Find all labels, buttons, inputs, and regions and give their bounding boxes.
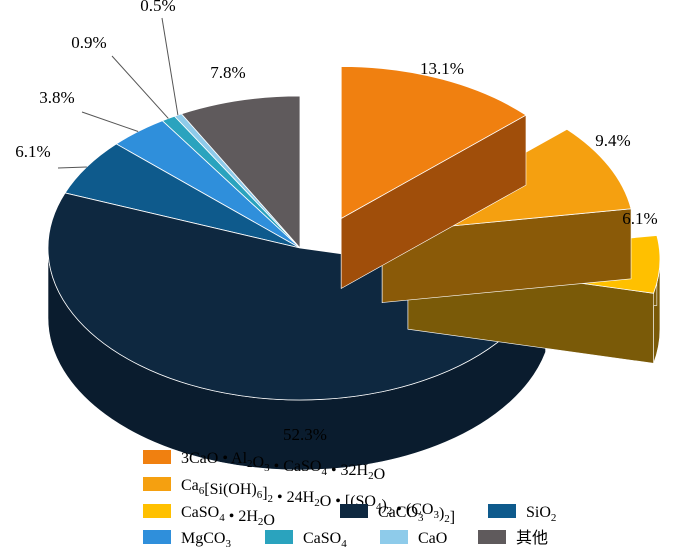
legend-item: MgCO3 — [143, 530, 231, 550]
leader-line — [161, 17, 179, 116]
percent-label: 9.4% — [595, 131, 630, 150]
pie-slice — [180, 95, 301, 250]
legend-item: SiO2 — [488, 504, 556, 524]
legend-label: CaO — [418, 530, 447, 547]
leader-line — [57, 166, 87, 169]
legend: 3CaO • Al2O3 • CaSO4 • 32H2OCa6[Si(OH)6]… — [143, 450, 556, 550]
legend-swatch — [488, 504, 516, 518]
leader-line — [81, 111, 139, 132]
legend-item: CaO — [380, 530, 447, 547]
legend-item: 其他 — [478, 529, 548, 547]
legend-swatch — [143, 477, 171, 491]
legend-label: CaSO4 — [303, 530, 347, 550]
legend-swatch — [143, 450, 171, 464]
leader-lines — [57, 17, 179, 169]
legend-label: 3CaO • Al2O3 • CaSO4 • 32H2O — [181, 450, 385, 483]
legend-item: CaSO4 — [265, 530, 347, 550]
legend-label: 其他 — [516, 529, 548, 547]
legend-label: CaSO4 • 2H2O — [181, 504, 275, 529]
legend-swatch — [143, 530, 171, 544]
percent-label: 6.1% — [15, 142, 50, 161]
pie-slice — [340, 66, 527, 289]
percent-label: 7.8% — [210, 63, 245, 82]
legend-swatch — [340, 504, 368, 518]
legend-swatch — [265, 530, 293, 544]
legend-swatch — [478, 530, 506, 544]
pie-slices — [47, 66, 661, 471]
legend-label: MgCO3 — [181, 530, 231, 550]
legend-item: 3CaO • Al2O3 • CaSO4 • 32H2O — [143, 450, 385, 483]
legend-swatch — [143, 504, 171, 518]
percent-label: 13.1% — [420, 59, 464, 78]
legend-swatch — [380, 530, 408, 544]
percent-labels: 13.1% 9.4% 6.1% 52.3% 6.1% 3.8% 0.9% 0.5% 7.8% — [15, 0, 657, 444]
leader-line — [111, 55, 169, 119]
pie-slice — [47, 192, 547, 471]
percent-label: 6.1% — [622, 209, 657, 228]
percent-label: 0.9% — [71, 33, 106, 52]
percent-label: 52.3% — [283, 425, 327, 444]
legend-item: CaCO3 — [340, 504, 424, 524]
legend-item: CaSO4 • 2H2O — [143, 504, 275, 529]
legend-item: Ca6[Si(OH)6]2 • 24H2O • [(SO4)2 • (CO3)2… — [143, 477, 455, 526]
legend-label: CaCO3 — [378, 504, 424, 524]
legend-label: SiO2 — [526, 504, 556, 524]
percent-label: 0.5% — [140, 0, 175, 15]
percent-label: 3.8% — [39, 88, 74, 107]
